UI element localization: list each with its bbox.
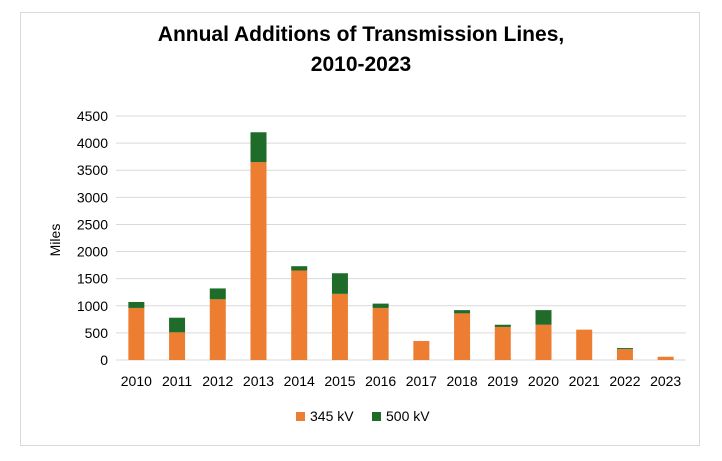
bar-500kv (128, 301, 145, 308)
bars (128, 132, 674, 360)
y-tick-label: 2000 (77, 244, 108, 260)
y-tick-label: 500 (85, 325, 109, 341)
bar-345kv (209, 299, 226, 360)
bar-345kv (535, 324, 552, 360)
chart-title: Annual Additions of Transmission Lines, … (0, 20, 722, 80)
legend-label: 500 kV (386, 408, 430, 424)
bar-345kv (331, 293, 348, 360)
bar-345kv (128, 307, 145, 360)
gridlines (116, 115, 686, 361)
chart-title-line2: 2010-2023 (310, 53, 412, 76)
bar-500kv (494, 324, 511, 327)
bar-345kv (372, 307, 389, 360)
bar-345kv (250, 162, 267, 360)
chart-frame (20, 12, 700, 446)
x-tick-label: 2010 (121, 373, 152, 389)
y-tick-label: 1000 (77, 298, 108, 314)
bar-345kv (413, 341, 430, 360)
bar-345kv (657, 356, 674, 360)
legend-swatch (372, 412, 381, 421)
x-tick-label: 2017 (406, 373, 437, 389)
y-tick-label: 4000 (77, 135, 108, 151)
x-tick-labels: 2010 2011 2012 2013 2014 2015 2016 2017 2018 2019… (121, 373, 682, 389)
x-tick-label: 2018 (446, 373, 477, 389)
bar-345kv (576, 329, 593, 360)
bar-500kv (209, 288, 226, 300)
x-tick-label: 2022 (609, 373, 640, 389)
y-tick-label: 1500 (77, 271, 108, 287)
bar-500kv (331, 273, 348, 294)
x-tick-label: 2011 (162, 373, 192, 389)
legend-label: 345 kV (310, 408, 354, 424)
bar-500kv (535, 310, 552, 325)
bar-345kv (454, 313, 471, 360)
y-tick-label: 2500 (77, 216, 108, 232)
y-tick-label: 0 (100, 352, 108, 368)
x-tick-label: 2013 (243, 373, 274, 389)
x-tick-label: 2014 (284, 373, 315, 389)
bar-500kv (250, 132, 267, 163)
y-tick-label: 3000 (77, 189, 108, 205)
x-tick-label: 2019 (487, 373, 518, 389)
legend: 345 kV 500 kV (296, 408, 430, 424)
bar-500kv (372, 303, 389, 308)
x-tick-label: 2016 (365, 373, 396, 389)
x-tick-label: 2021 (569, 373, 600, 389)
bar-345kv (494, 326, 511, 360)
y-axis-label: Miles (47, 224, 63, 257)
x-tick-label: 2015 (324, 373, 355, 389)
chart-title-line1: Annual Additions of Transmission Lines, (157, 23, 565, 46)
bar-345kv (616, 349, 633, 360)
bar-500kv (291, 266, 308, 271)
x-tick-label: 2023 (650, 373, 681, 389)
bar-345kv (291, 270, 308, 360)
x-tick-label: 2012 (202, 373, 233, 389)
y-tick-labels: 0 500 1000 1500 2000 2500 3000 3500 4000 4500 (77, 108, 108, 368)
bar-500kv (454, 310, 471, 314)
bar-500kv (616, 348, 633, 350)
y-tick-label: 4500 (77, 108, 108, 124)
y-tick-label: 3500 (77, 162, 108, 178)
legend-swatch (296, 412, 305, 421)
bar-500kv (169, 317, 186, 333)
x-tick-label: 2020 (528, 373, 559, 389)
bar-345kv (169, 332, 186, 360)
